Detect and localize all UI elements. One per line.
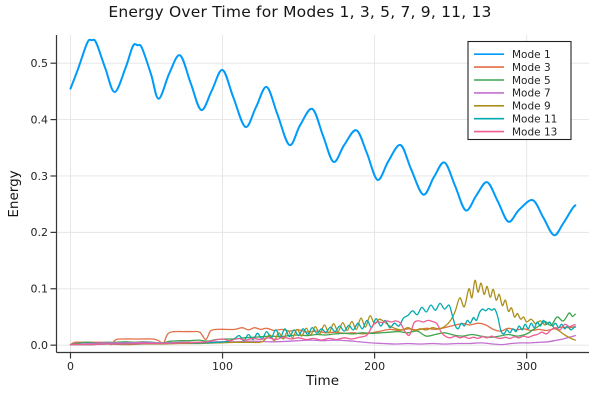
y-tick-label: 0.4 (31, 113, 49, 126)
series-line-mode-3 (69, 322, 576, 346)
legend-label: Mode 1 (512, 49, 551, 61)
legend-box (467, 40, 572, 141)
y-axis-label: Energy (6, 170, 22, 218)
legend-item-mode-11: Mode 11 (474, 114, 557, 126)
chart-title: Energy Over Time for Modes 1, 3, 5, 7, 9… (108, 3, 492, 21)
legend-label: Mode 7 (512, 88, 551, 100)
legend-item-mode-3: Mode 3 (474, 62, 551, 74)
legend-label: Mode 5 (512, 75, 551, 87)
series-line-mode-9 (69, 279, 576, 346)
x-tick-label: 200 (364, 360, 385, 373)
y-tick-label: 0.3 (31, 170, 49, 183)
y-tick-label: 0.2 (31, 226, 49, 239)
legend-label: Mode 11 (512, 114, 557, 126)
series-line-mode-11 (69, 302, 576, 346)
y-tick-label: 0.0 (31, 339, 49, 352)
x-tick-label: 300 (516, 360, 537, 373)
legend-item-mode-1: Mode 1 (474, 49, 551, 61)
legend-label: Mode 3 (512, 62, 551, 74)
legend-item-mode-9: Mode 9 (474, 101, 551, 113)
legend-item-mode-7: Mode 7 (474, 88, 551, 100)
y-tick-label: 0.5 (31, 57, 49, 70)
legend-item-mode-13: Mode 13 (474, 126, 557, 138)
legend-item-mode-5: Mode 5 (474, 75, 551, 87)
series-line-mode-1 (69, 38, 577, 237)
series-line-mode-13 (69, 319, 576, 346)
x-tick-label: 0 (67, 360, 74, 373)
legend-label: Mode 9 (512, 101, 551, 113)
legend-label: Mode 13 (512, 126, 557, 138)
y-tick-label: 0.1 (31, 283, 49, 296)
x-axis-label: Time (305, 373, 340, 389)
x-tick-label: 100 (212, 360, 233, 373)
